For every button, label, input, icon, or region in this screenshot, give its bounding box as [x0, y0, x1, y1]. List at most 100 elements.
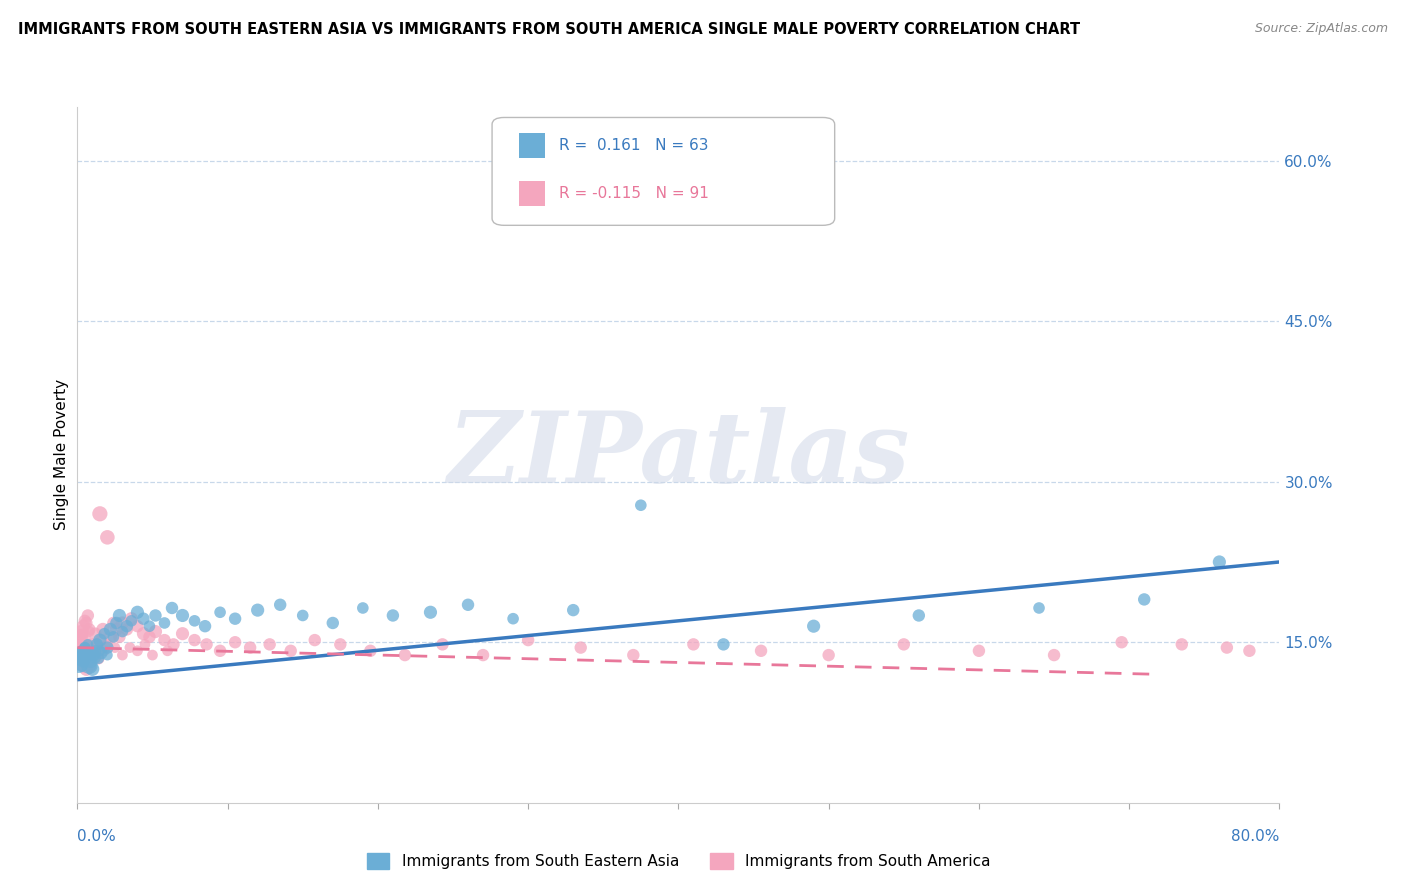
Point — [70, 644, 93, 658]
Point — [893, 637, 915, 651]
Point — [1239, 644, 1261, 658]
Text: Source: ZipAtlas.com: Source: ZipAtlas.com — [1254, 22, 1388, 36]
Point — [394, 648, 416, 662]
Legend: Immigrants from South Eastern Asia, Immigrants from South America: Immigrants from South Eastern Asia, Immi… — [360, 847, 997, 875]
Point — [153, 633, 176, 648]
Point — [76, 648, 98, 662]
Point — [517, 633, 540, 648]
Point — [83, 648, 105, 662]
Point — [70, 657, 93, 671]
Point — [183, 614, 205, 628]
Point — [817, 648, 839, 662]
Point — [103, 615, 125, 630]
Point — [1208, 555, 1230, 569]
Point — [194, 619, 217, 633]
Point — [80, 655, 103, 669]
Point — [80, 640, 103, 655]
Point — [120, 612, 142, 626]
Point — [111, 624, 134, 639]
Point — [96, 640, 118, 655]
Point — [80, 646, 103, 660]
Point — [69, 648, 91, 662]
Point — [239, 640, 262, 655]
Point — [682, 637, 704, 651]
Point — [172, 608, 194, 623]
Point — [82, 662, 104, 676]
Point — [138, 619, 160, 633]
Point — [75, 633, 97, 648]
Point — [111, 648, 134, 662]
Point — [1043, 648, 1066, 662]
Point — [75, 650, 97, 665]
Point — [79, 623, 101, 637]
Point — [70, 644, 93, 658]
Point — [72, 651, 94, 665]
Point — [82, 637, 104, 651]
Point — [562, 603, 585, 617]
Point — [100, 623, 122, 637]
Point — [630, 498, 652, 512]
Point — [69, 651, 91, 665]
Point — [108, 630, 131, 644]
Point — [118, 640, 141, 655]
Point — [138, 630, 160, 644]
Point — [76, 637, 98, 651]
Point — [621, 648, 644, 662]
Point — [111, 615, 134, 630]
Point — [127, 605, 149, 619]
Point — [72, 619, 94, 633]
Point — [67, 657, 90, 671]
Point — [89, 507, 111, 521]
Text: 0.0%: 0.0% — [77, 830, 117, 844]
Point — [209, 644, 232, 658]
Text: R =  0.161   N = 63: R = 0.161 N = 63 — [560, 138, 709, 153]
Point — [132, 612, 155, 626]
Point — [93, 626, 115, 640]
Point — [84, 651, 107, 665]
Point — [90, 640, 112, 655]
Point — [79, 658, 101, 673]
Point — [82, 644, 104, 658]
Point — [713, 637, 735, 651]
Point — [67, 637, 90, 651]
Point — [83, 648, 105, 662]
Point — [1171, 637, 1194, 651]
Point — [132, 626, 155, 640]
Point — [108, 608, 131, 623]
Point — [127, 619, 149, 633]
Point — [322, 615, 344, 630]
Point — [1216, 640, 1239, 655]
Point — [96, 648, 118, 662]
Point — [156, 644, 179, 658]
Point — [70, 640, 93, 655]
Text: 80.0%: 80.0% — [1232, 830, 1279, 844]
Point — [246, 603, 269, 617]
Point — [73, 658, 96, 673]
Point — [472, 648, 495, 662]
Point — [172, 626, 194, 640]
Point — [134, 637, 156, 651]
Point — [87, 648, 110, 662]
Point — [69, 630, 91, 644]
Point — [269, 598, 291, 612]
Point — [86, 637, 108, 651]
Point — [153, 615, 176, 630]
Point — [432, 637, 454, 651]
Point — [96, 637, 118, 651]
Point — [104, 640, 127, 655]
Point — [749, 644, 772, 658]
Point — [79, 658, 101, 673]
Point — [73, 614, 96, 628]
Point — [84, 626, 107, 640]
Point — [69, 637, 91, 651]
Point — [96, 530, 118, 544]
Point — [73, 644, 96, 658]
Point — [75, 615, 97, 630]
Point — [259, 637, 281, 651]
Point — [76, 646, 98, 660]
Point — [127, 644, 149, 658]
Point — [89, 644, 111, 658]
Text: IMMIGRANTS FROM SOUTH EASTERN ASIA VS IMMIGRANTS FROM SOUTH AMERICA SINGLE MALE : IMMIGRANTS FROM SOUTH EASTERN ASIA VS IM… — [18, 22, 1080, 37]
Point — [1028, 601, 1050, 615]
Point — [120, 614, 142, 628]
